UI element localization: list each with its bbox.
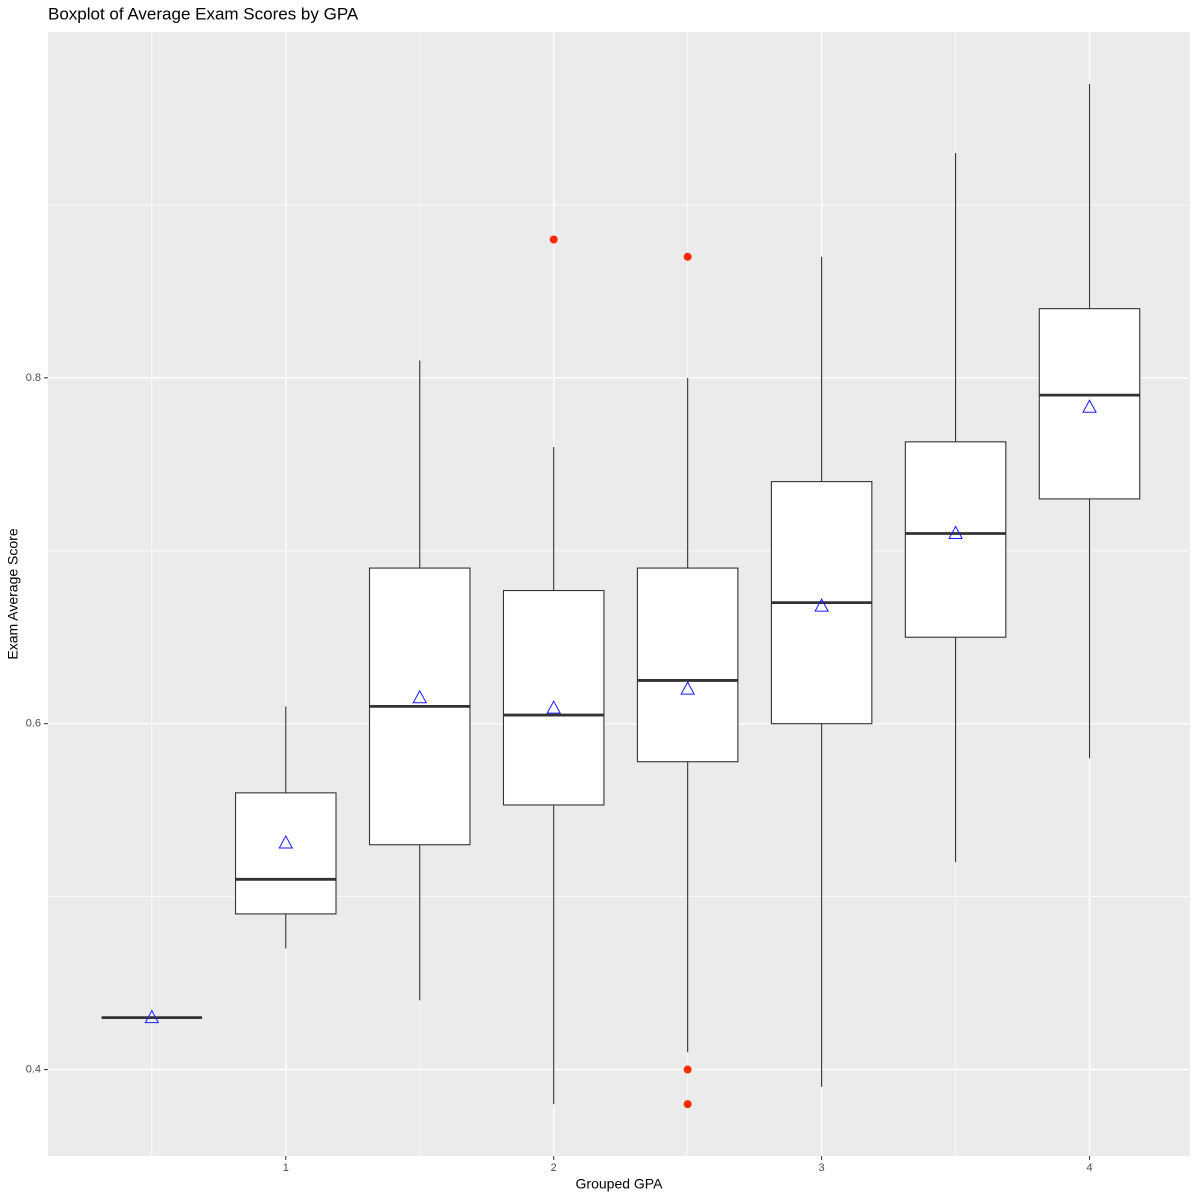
outlier xyxy=(683,1065,692,1074)
panel xyxy=(48,32,1190,1156)
mean-marker xyxy=(680,681,695,695)
outlier xyxy=(549,235,558,244)
y-tick-label: 0.8 xyxy=(26,372,41,384)
mean-marker xyxy=(412,689,428,704)
mean-marker xyxy=(144,1009,160,1024)
x-tick-label: 1 xyxy=(283,1162,289,1174)
x-tick-label: 3 xyxy=(819,1162,825,1174)
x-tick-label: 2 xyxy=(551,1162,557,1174)
mean-marker xyxy=(546,700,562,714)
box xyxy=(234,792,337,915)
x-tick-label: 4 xyxy=(1086,1162,1092,1174)
box xyxy=(502,589,605,806)
y-axis-label: Exam Average Score xyxy=(5,528,21,659)
box xyxy=(1038,308,1141,500)
outlier xyxy=(683,252,692,261)
chart-title: Boxplot of Average Exam Scores by GPA xyxy=(48,4,359,23)
mean-marker xyxy=(278,834,294,849)
box xyxy=(636,567,739,763)
mean-marker xyxy=(1082,399,1097,413)
outlier xyxy=(683,1100,692,1109)
y-tick-label: 0.4 xyxy=(26,1063,41,1075)
box xyxy=(904,441,1007,638)
mean-marker xyxy=(814,598,829,612)
y-tick-label: 0.6 xyxy=(26,718,41,730)
mean-marker xyxy=(948,525,963,539)
x-axis-label: Grouped GPA xyxy=(576,1176,664,1192)
